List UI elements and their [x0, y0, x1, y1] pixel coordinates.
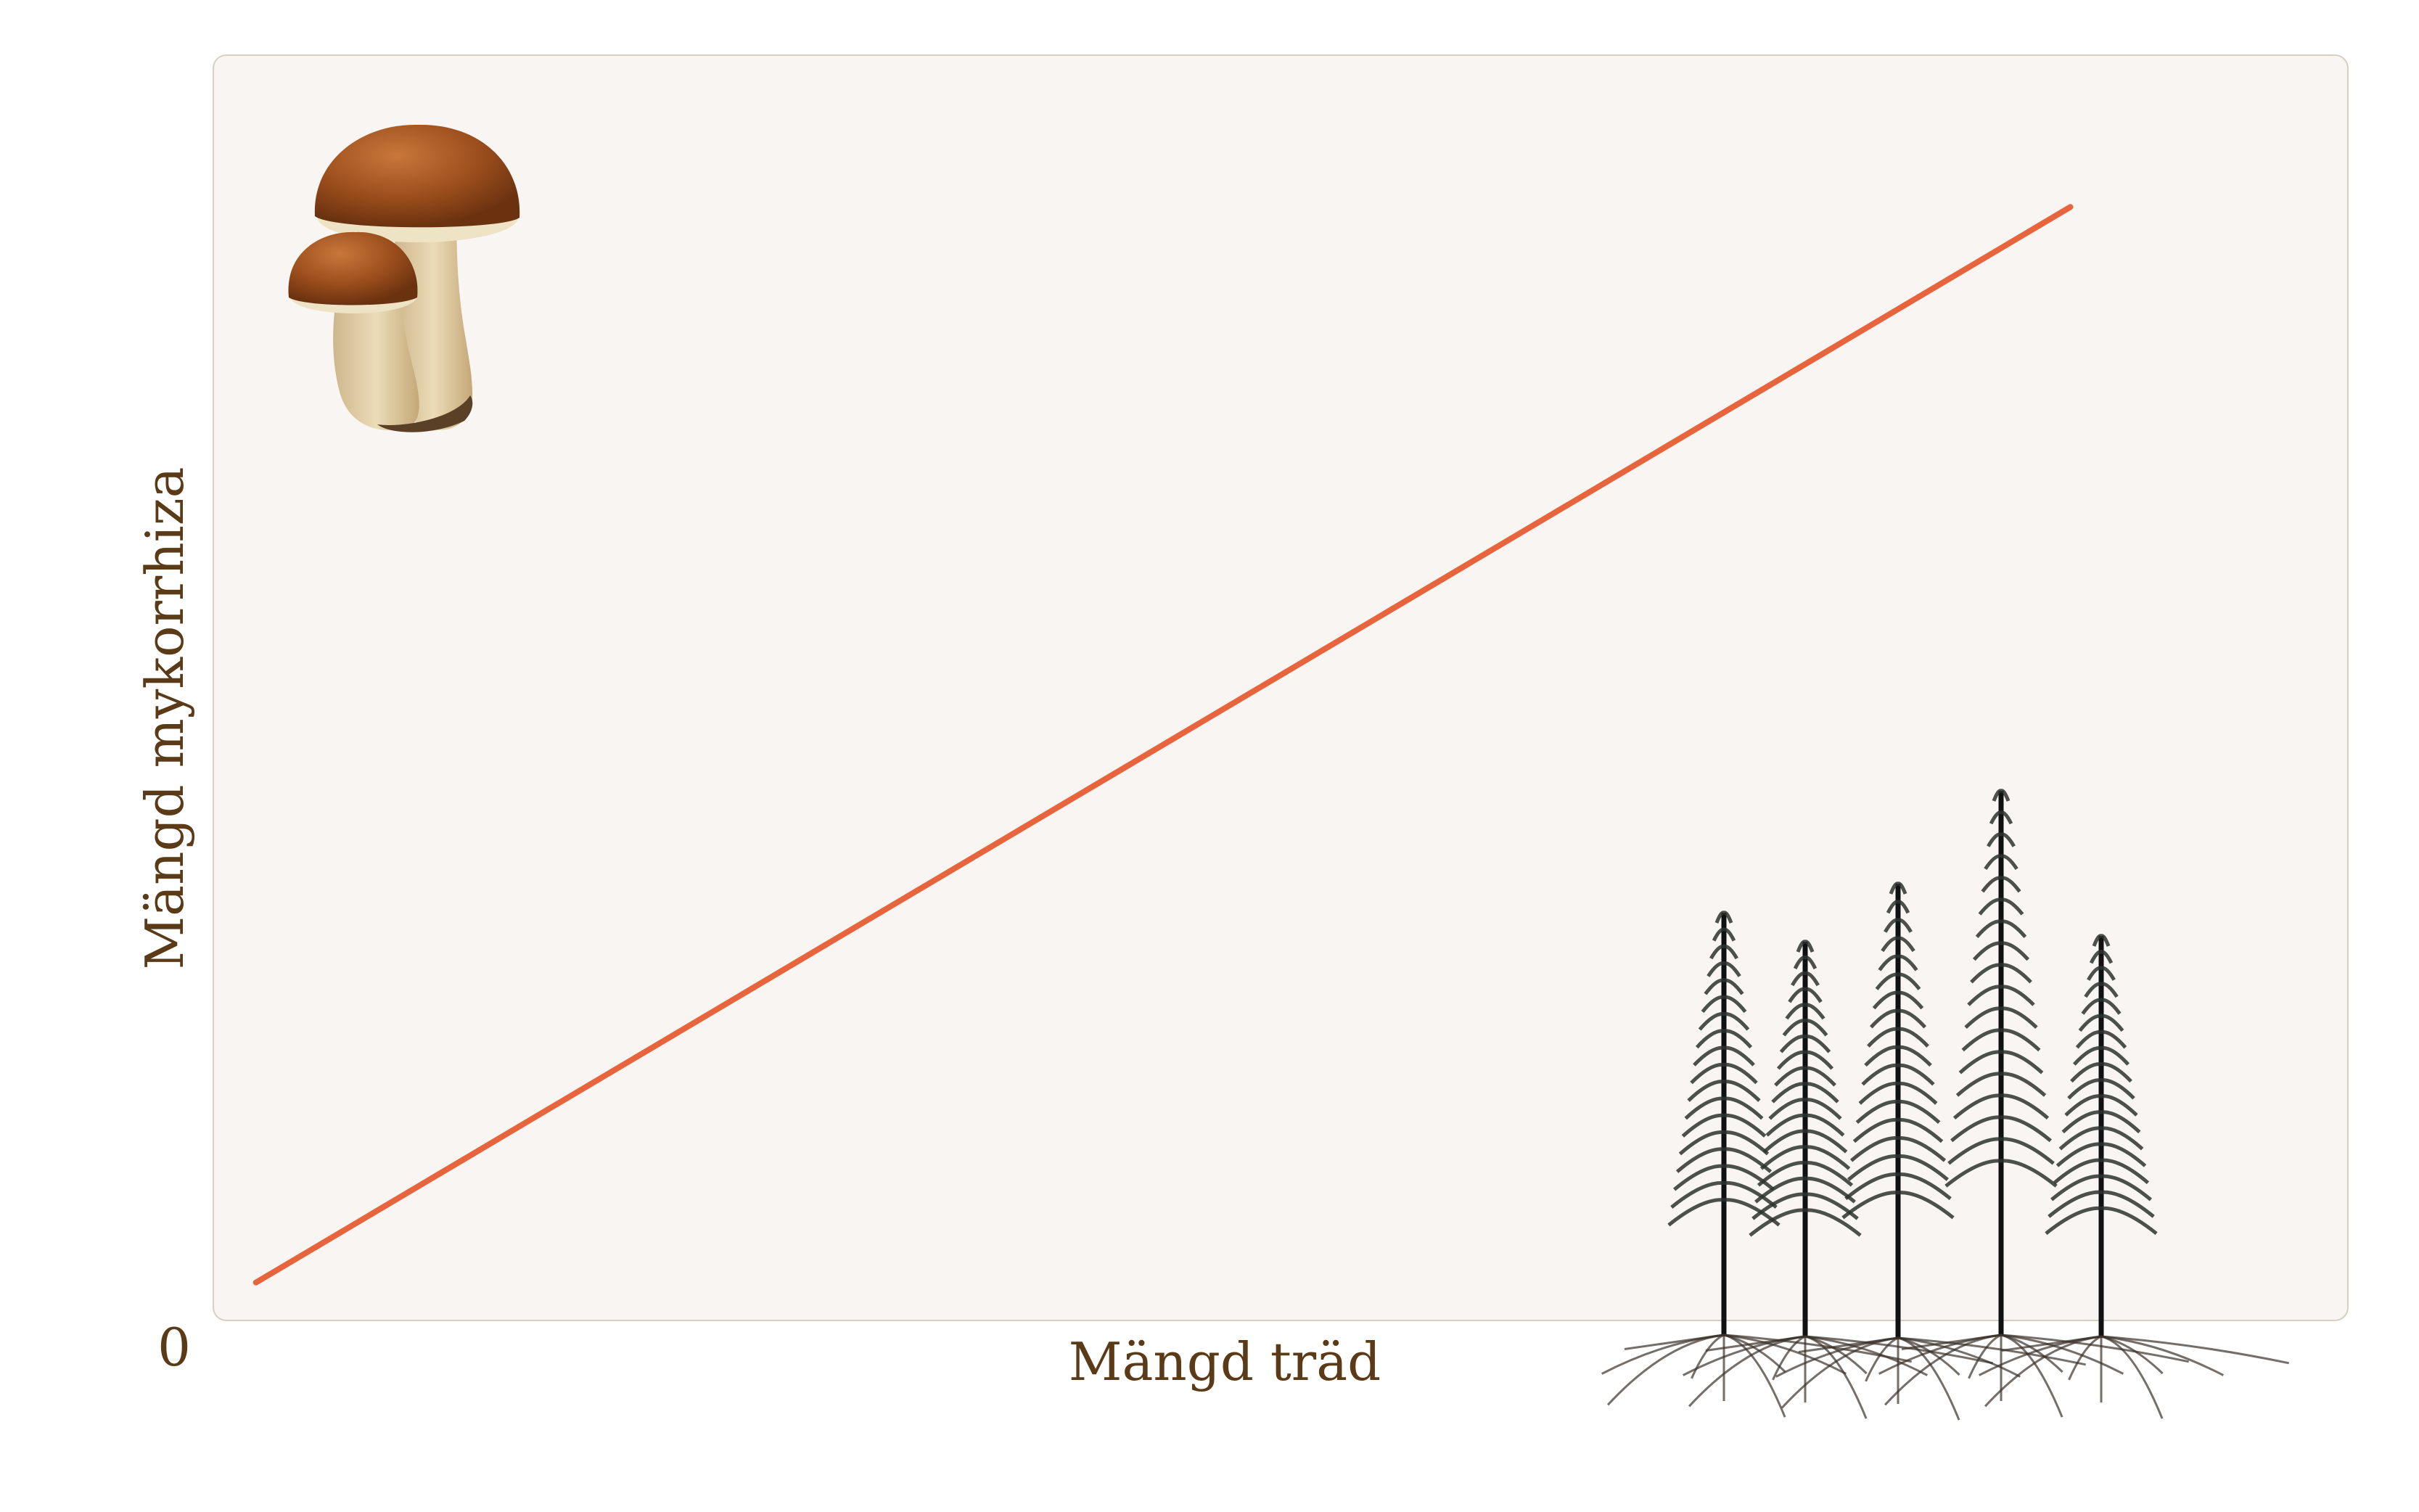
x-axis-label: Mängd träd: [1069, 1331, 1381, 1392]
spruce-tree-4: [1979, 934, 2290, 1419]
spruce-tree-2: [1775, 882, 2087, 1421]
plot-panel: [213, 54, 2349, 1321]
mushroom-illustration: [288, 124, 520, 432]
origin-label: 0: [157, 1317, 191, 1378]
y-axis-label: Mängd mykorrhiza: [134, 467, 195, 969]
spruce-trees-illustration: [1601, 789, 2290, 1421]
series-line-0: [252, 204, 2074, 1286]
series-layer: [252, 204, 2074, 1286]
spruce-tree-1: [1683, 940, 1994, 1419]
